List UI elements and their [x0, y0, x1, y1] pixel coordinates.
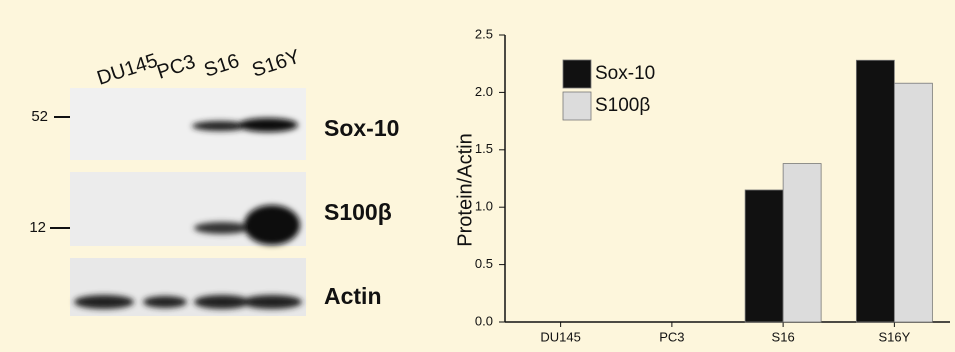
marker-label: 52: [31, 108, 48, 125]
figure: 52 12 DU145 PC3 S16 S16Y Sox-10 S100β Ac…: [0, 0, 955, 352]
blot-label: S100β: [324, 199, 392, 225]
y-tick-label: 0.5: [475, 256, 493, 271]
y-tick-label: 2.0: [475, 84, 493, 99]
blot-label: Sox-10: [324, 115, 399, 141]
y-tick-label: 2.5: [475, 26, 493, 41]
bar: [745, 190, 783, 322]
bar: [894, 83, 932, 322]
bar: [783, 164, 821, 322]
x-tick-label: S16Y: [878, 329, 910, 344]
legend-label: S100β: [595, 95, 650, 116]
legend-label: Sox-10: [595, 63, 655, 84]
marker-label: 12: [29, 219, 46, 236]
x-tick-label: PC3: [659, 329, 684, 344]
bar: [856, 60, 894, 322]
legend-swatch: [563, 60, 591, 88]
x-tick-label: S16: [772, 329, 795, 344]
page: {"blot": {"lanes": ["DU145", "PC3", "S16…: [0, 0, 955, 352]
x-tick-label: DU145: [540, 329, 580, 344]
legend-swatch: [563, 92, 591, 120]
y-axis-label: Protein/Actin: [454, 133, 476, 246]
y-tick-label: 0.0: [475, 313, 493, 328]
blot-label: Actin: [324, 283, 382, 309]
y-tick-label: 1.5: [475, 141, 493, 156]
y-tick-label: 1.0: [475, 199, 493, 214]
